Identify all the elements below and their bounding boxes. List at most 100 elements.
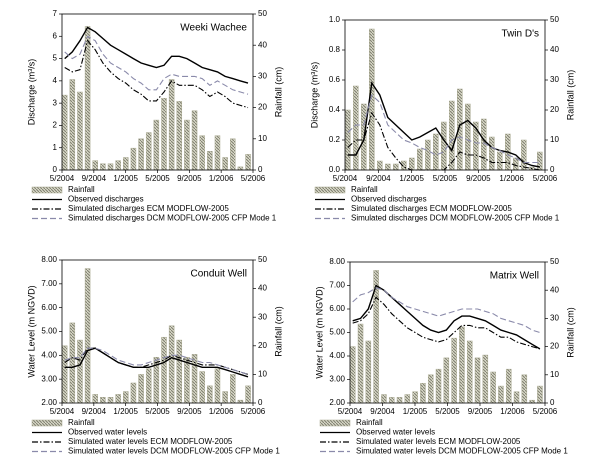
rain-bar bbox=[161, 97, 167, 171]
rain-bar bbox=[222, 157, 228, 171]
rain-bar bbox=[441, 121, 447, 171]
rain-bar bbox=[393, 163, 399, 171]
y2-axis-label: Rainfall (cm) bbox=[565, 307, 575, 358]
y2-tick-label: 0 bbox=[550, 165, 555, 174]
panel: 2.00 3.00 4.00 5.00 6.00 7.00 8.00 0 10 20 30 40 50 5… bbox=[314, 257, 575, 456]
rain-bar bbox=[107, 163, 114, 171]
y-tick-label: 7.00 bbox=[41, 279, 57, 288]
rain-bar bbox=[145, 132, 152, 171]
rain-bar bbox=[123, 391, 129, 404]
rain-bar bbox=[69, 322, 76, 404]
y2-tick-label: 50 bbox=[550, 257, 559, 266]
legend-swatch bbox=[31, 419, 63, 427]
y2-tick-label: 10 bbox=[550, 135, 559, 144]
series-line bbox=[64, 26, 249, 84]
rain-bar bbox=[245, 385, 251, 404]
y-tick-label: 0.2 bbox=[329, 135, 341, 144]
y2-tick-label: 20 bbox=[258, 341, 267, 350]
y2-tick-label: 0 bbox=[258, 398, 263, 407]
rain-bar bbox=[107, 397, 114, 404]
rain-bar bbox=[214, 368, 221, 404]
rain-bar bbox=[214, 135, 221, 171]
rain-bar bbox=[138, 138, 144, 171]
y2-tick-label: 30 bbox=[550, 314, 559, 323]
rain-bar bbox=[199, 371, 205, 404]
y-tick-label: 0.0 bbox=[329, 165, 341, 174]
rain-bar bbox=[92, 160, 98, 171]
panel: 2.00 3.00 4.00 5.00 6.00 7.00 8.00 0 10 20 30 40 50 5… bbox=[26, 255, 283, 456]
y-tick-label: 6 bbox=[53, 31, 58, 40]
y-tick-label: 4.00 bbox=[41, 350, 57, 359]
legend-label: Observed water levels bbox=[68, 428, 147, 437]
y2-tick-label: 30 bbox=[550, 75, 559, 84]
y-tick-label: 2.00 bbox=[41, 398, 57, 407]
y-tick-label: 5 bbox=[53, 54, 58, 63]
x-tick-label: 5/2006 bbox=[533, 174, 558, 183]
y-tick-label: 6.00 bbox=[329, 304, 345, 313]
rain-bar bbox=[115, 394, 121, 404]
panel-title: Conduit Well bbox=[190, 269, 247, 280]
y-tick-label: 4.00 bbox=[329, 351, 345, 360]
rain-bar bbox=[451, 337, 457, 404]
x-tick-label: 5/2005 bbox=[433, 174, 458, 183]
x-tick-label: 9/2005 bbox=[468, 407, 493, 416]
rain-bar bbox=[123, 157, 129, 171]
y-tick-label: 5.00 bbox=[329, 328, 345, 337]
y2-tick-label: 50 bbox=[258, 9, 267, 18]
y-tick-label: 4 bbox=[53, 76, 58, 85]
rain-bar bbox=[537, 385, 543, 404]
y-tick-label: 5.00 bbox=[41, 327, 57, 336]
panel-title: Weeki Wachee bbox=[180, 23, 247, 34]
legend-label: Rainfall bbox=[356, 418, 383, 427]
series-line bbox=[64, 39, 249, 109]
y-axis-label: Discharge (m³/s) bbox=[26, 59, 36, 126]
rain-bar bbox=[100, 163, 106, 171]
legend-label: Observed water levels bbox=[356, 428, 435, 437]
rain-bar bbox=[168, 79, 175, 171]
x-tick-label: 9/2004 bbox=[370, 407, 395, 416]
y-tick-label: 0.8 bbox=[329, 45, 341, 54]
y2-tick-label: 30 bbox=[258, 312, 267, 321]
y2-tick-label: 40 bbox=[258, 40, 267, 49]
rain-bar bbox=[513, 391, 520, 404]
y-tick-label: 3.00 bbox=[329, 375, 345, 384]
rain-bar bbox=[474, 357, 481, 404]
x-tick-label: 1/2006 bbox=[209, 407, 234, 416]
y-axis-label: Water Level (m NGVD) bbox=[26, 285, 36, 377]
rain-bar bbox=[199, 135, 205, 171]
x-tick-label: 5/2006 bbox=[533, 407, 558, 416]
rain-bar bbox=[153, 119, 160, 171]
legend-swatch bbox=[319, 419, 351, 427]
panel-title: Matrix Well bbox=[490, 271, 539, 282]
y2-axis-label: Rainfall (cm) bbox=[565, 70, 575, 121]
rain-bar bbox=[100, 397, 106, 404]
x-tick-label: 1/2005 bbox=[113, 174, 138, 183]
rain-bar bbox=[138, 374, 144, 404]
rain-bar bbox=[191, 110, 198, 171]
y2-axis-label: Rainfall (cm) bbox=[273, 67, 283, 118]
rain-bar bbox=[482, 354, 489, 404]
rain-bar bbox=[396, 397, 403, 404]
y2-tick-label: 50 bbox=[550, 15, 559, 24]
y-tick-label: 0.6 bbox=[329, 75, 341, 84]
rain-bar bbox=[237, 166, 244, 171]
rain-bar bbox=[230, 374, 236, 404]
rain-bar bbox=[365, 340, 372, 404]
x-tick-label: 5/2004 bbox=[50, 407, 75, 416]
rain-bar bbox=[498, 385, 504, 404]
y-tick-label: 6.00 bbox=[41, 303, 57, 312]
y2-tick-label: 20 bbox=[258, 103, 267, 112]
rain-bar bbox=[69, 79, 76, 171]
rain-bar bbox=[490, 371, 496, 404]
rain-bar bbox=[381, 394, 387, 404]
rain-bar bbox=[237, 399, 244, 404]
x-tick-label: 5/2004 bbox=[333, 174, 358, 183]
legend-label: Simulated discharges ECM MODFLOW-2005 bbox=[351, 204, 512, 213]
rain-bar bbox=[433, 133, 439, 171]
panel-title: Twin D's bbox=[502, 29, 539, 40]
y2-axis-label: Rainfall (cm) bbox=[273, 306, 283, 357]
x-tick-label: 9/2004 bbox=[82, 407, 107, 416]
legend-label: Rainfall bbox=[351, 185, 378, 194]
x-tick-label: 5/2005 bbox=[145, 407, 170, 416]
legend-label: Observed discharges bbox=[351, 195, 427, 204]
